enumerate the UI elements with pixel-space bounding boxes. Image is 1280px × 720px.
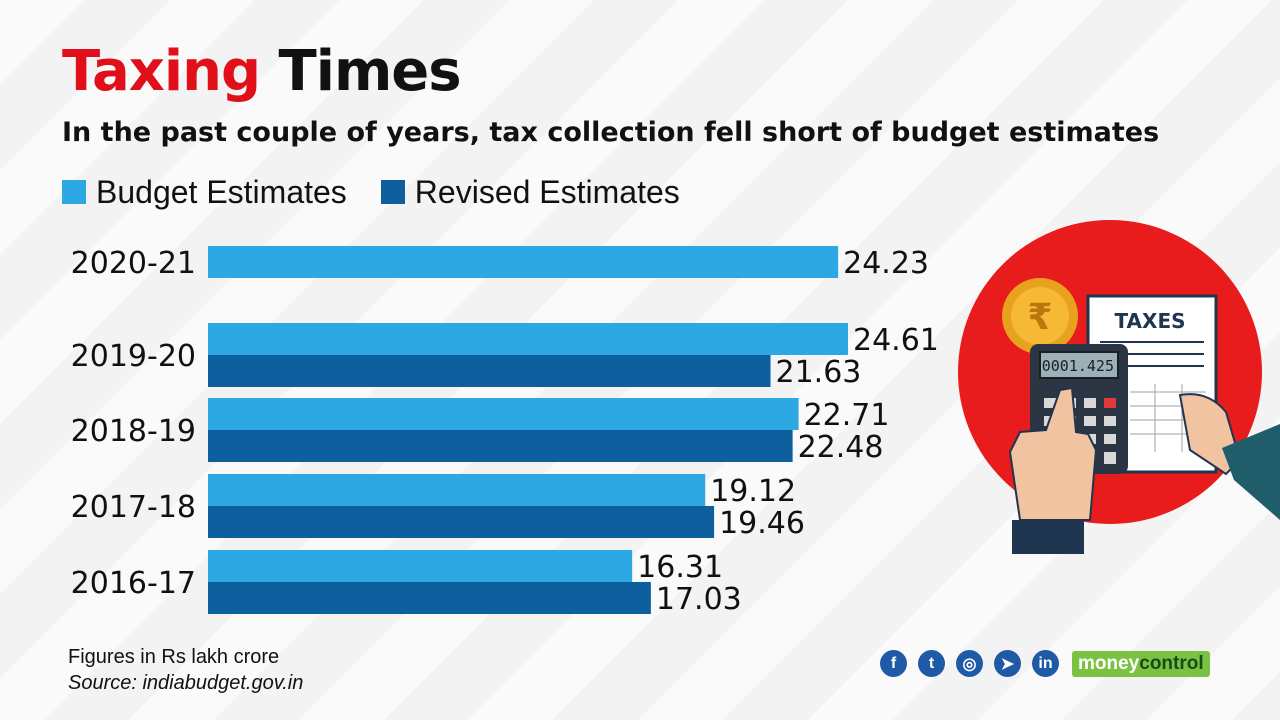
value-label-budget-2019-20: 24.61 xyxy=(853,323,939,358)
value-label-budget-2020-21: 24.23 xyxy=(843,246,929,281)
category-label-2020-21: 2020-21 xyxy=(71,246,196,281)
tax-illustration: ₹ TAXES 0001.425 xyxy=(950,220,1280,565)
instagram-icon[interactable]: ◎ xyxy=(956,650,983,677)
calculator-display: 0001.425 xyxy=(1042,357,1114,375)
page-subtitle: In the past couple of years, tax collect… xyxy=(62,117,1160,148)
category-label-2018-19: 2018-19 xyxy=(71,414,196,449)
rupee-coin-icon: ₹ xyxy=(1002,278,1078,354)
value-label-revised-2018-19: 22.48 xyxy=(798,430,884,465)
value-label-revised-2019-20: 21.63 xyxy=(776,355,862,390)
legend-label-revised: Revised Estimates xyxy=(414,173,680,210)
hand-holding-document-icon xyxy=(1178,393,1280,520)
brand-part-1: money xyxy=(1078,652,1140,674)
document-title: TAXES xyxy=(1114,309,1185,333)
chart-footnote: Figures in Rs lakh crore Source: indiabu… xyxy=(68,644,303,696)
social-links: f t ◎ ➤ in moneycontrol xyxy=(880,650,1210,677)
legend-label-budget: Budget Estimates xyxy=(96,173,347,210)
category-label-2016-17: 2016-17 xyxy=(71,566,196,601)
bar-revised-2017-18 xyxy=(208,506,715,538)
legend-item-revised: Revised Estimates xyxy=(380,173,680,211)
source-note: Source: indiabudget.gov.in xyxy=(68,672,304,694)
twitter-icon[interactable]: t xyxy=(918,650,945,677)
legend-item-budget: Budget Estimates xyxy=(62,174,347,211)
linkedin-icon[interactable]: in xyxy=(1032,650,1059,677)
bar-revised-2018-19 xyxy=(208,430,793,462)
value-label-budget-2018-19: 22.71 xyxy=(804,398,890,433)
pointing-hand-icon xyxy=(1008,386,1098,554)
value-label-budget-2016-17: 16.31 xyxy=(637,550,723,585)
value-label-revised-2017-18: 19.46 xyxy=(719,506,805,541)
facebook-icon[interactable]: f xyxy=(880,650,907,677)
bar-budget-2017-18 xyxy=(208,474,706,506)
coin-symbol: ₹ xyxy=(1027,297,1052,338)
title-black-word: Times xyxy=(278,39,462,104)
bar-budget-2018-19 xyxy=(208,398,799,430)
moneycontrol-logo[interactable]: moneycontrol xyxy=(1072,650,1210,677)
bar-revised-2016-17 xyxy=(208,582,651,614)
brand-part-2: control xyxy=(1139,652,1204,674)
chart-legend: Budget Estimates Revised Estimates xyxy=(62,172,714,212)
bar-budget-2019-20 xyxy=(208,323,848,355)
legend-swatch-budget xyxy=(62,180,86,204)
value-label-budget-2017-18: 19.12 xyxy=(710,474,796,509)
value-label-revised-2016-17: 17.03 xyxy=(656,582,742,617)
category-label-2019-20: 2019-20 xyxy=(71,339,196,374)
page-title: Taxing Times xyxy=(62,39,462,104)
telegram-icon[interactable]: ➤ xyxy=(994,650,1021,677)
category-label-2017-18: 2017-18 xyxy=(71,490,196,525)
bar-revised-2019-20 xyxy=(208,355,771,387)
title-red-word: Taxing xyxy=(62,39,261,104)
bar-budget-2016-17 xyxy=(208,550,633,582)
bar-budget-2020-21 xyxy=(208,246,839,278)
legend-swatch-revised xyxy=(380,180,405,204)
units-note: Figures in Rs lakh crore xyxy=(68,646,280,668)
